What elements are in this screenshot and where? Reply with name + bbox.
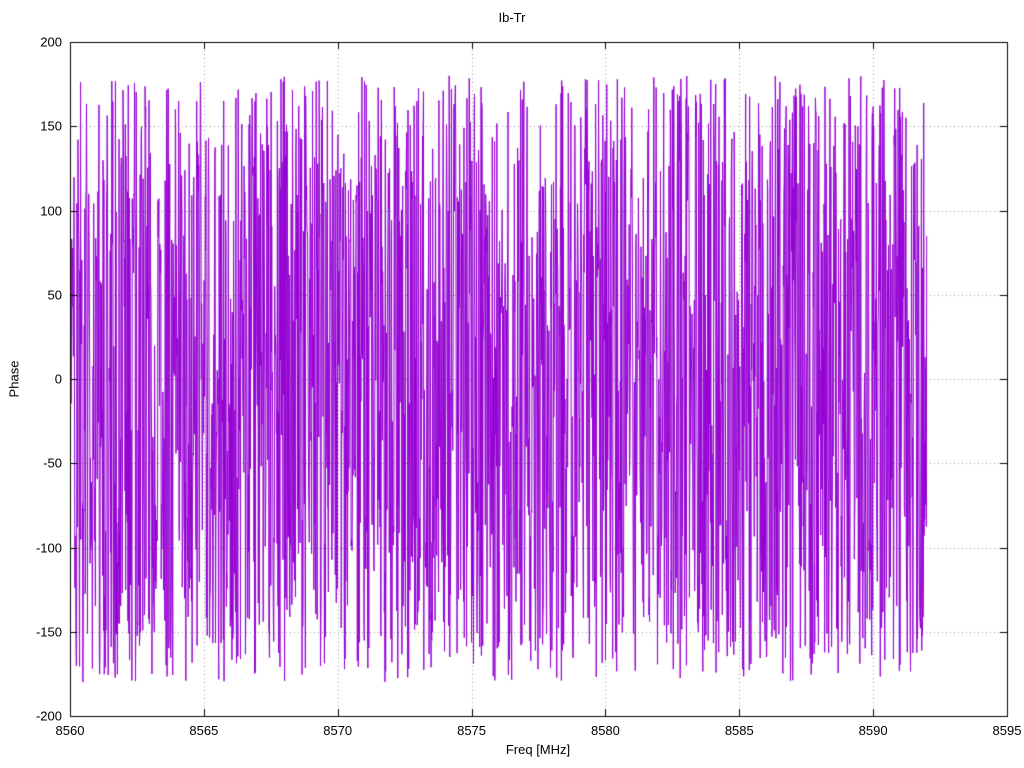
y-tick-label: 150 bbox=[40, 118, 62, 134]
y-tick-label: -200 bbox=[35, 708, 62, 724]
y-tick-label: -50 bbox=[43, 455, 62, 471]
x-tick-label: 8575 bbox=[457, 723, 487, 738]
y-axis-label: Phase bbox=[6, 360, 22, 398]
y-tick-label: -150 bbox=[35, 624, 62, 640]
y-tick-label: 0 bbox=[54, 371, 62, 387]
chart-title: Ib-Tr bbox=[498, 10, 526, 25]
x-tick-label: 8565 bbox=[189, 723, 219, 738]
x-tick-label: 8585 bbox=[724, 723, 754, 738]
y-tick-label: -100 bbox=[35, 540, 62, 555]
x-tick-label: 8580 bbox=[590, 723, 620, 738]
y-tick-label: 100 bbox=[40, 203, 62, 218]
y-tick-label: 200 bbox=[40, 34, 62, 50]
y-tick-label: 50 bbox=[47, 287, 62, 303]
x-tick-label: 8560 bbox=[55, 723, 85, 738]
x-axis-label: Freq [MHz] bbox=[505, 742, 571, 757]
x-tick-label: 8595 bbox=[992, 723, 1022, 738]
x-tick-label: 8570 bbox=[323, 723, 353, 738]
x-tick-label: 8590 bbox=[858, 723, 888, 738]
